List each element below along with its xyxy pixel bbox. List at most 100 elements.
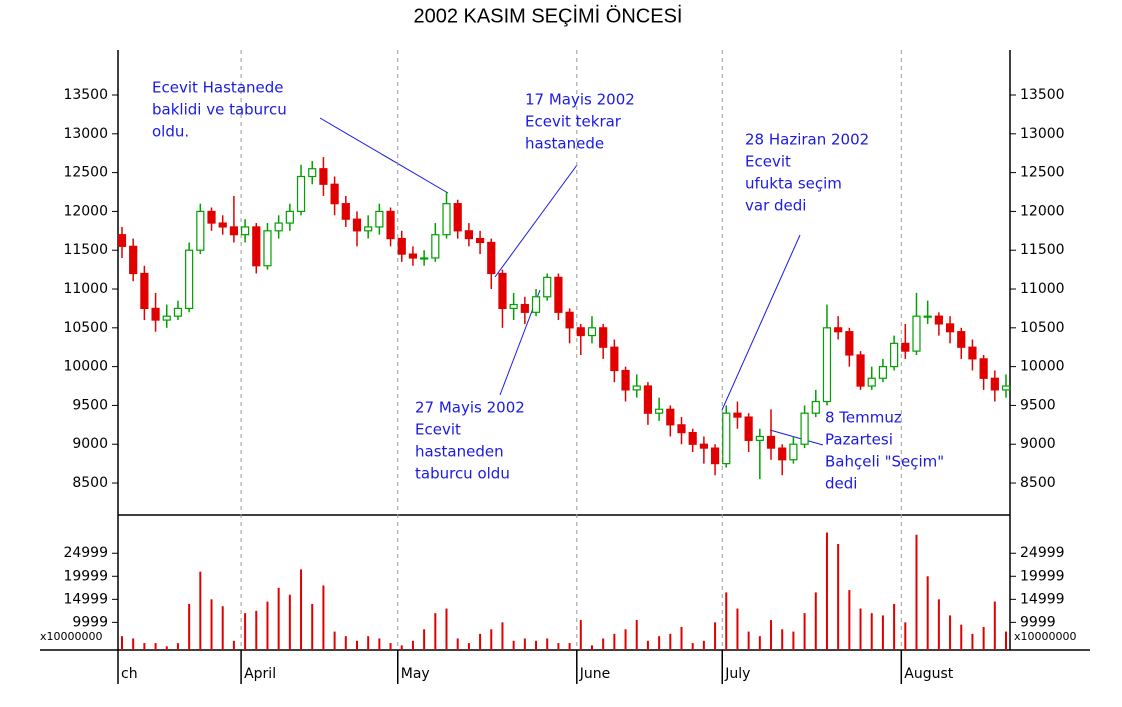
x-tick-label: April xyxy=(244,666,276,682)
candle-body xyxy=(240,226,250,236)
y2-tick-label-right: 19999 xyxy=(1020,568,1065,584)
chart-title: 2002 KASIM SEÇİMİ ÖNCESİ xyxy=(414,4,683,27)
y-tick-label: 9500 xyxy=(72,397,108,413)
y-tick-label: 13000 xyxy=(63,126,108,142)
candle-body xyxy=(867,377,876,387)
candle-body xyxy=(375,210,384,228)
candle-body xyxy=(666,408,675,426)
candle-body xyxy=(599,327,608,348)
x-tick-label: June xyxy=(579,666,611,682)
candle-body xyxy=(576,327,585,337)
candle-body xyxy=(778,447,787,461)
candle-body xyxy=(453,203,462,232)
y-tick-label-right: 13000 xyxy=(1020,126,1065,142)
candle-body xyxy=(319,168,328,185)
candle-body xyxy=(509,303,518,310)
annotation-text: var dedi xyxy=(745,197,806,215)
annotation-text: 17 Mayis 2002 xyxy=(525,91,635,109)
y-tick-label-right: 8500 xyxy=(1020,475,1056,491)
y2-tick-label: 14999 xyxy=(63,591,108,607)
candle-body xyxy=(173,307,183,317)
candle-body xyxy=(901,342,910,352)
candle-body xyxy=(834,327,843,333)
candle-body xyxy=(688,431,697,445)
annotation-text: oldu. xyxy=(152,123,189,141)
candle-body xyxy=(923,315,932,318)
candle-body xyxy=(151,307,160,321)
volume-unit-right: x10000000 xyxy=(1014,630,1077,643)
y-tick-label-right: 12500 xyxy=(1020,165,1065,181)
annotation-text: baklidi ve taburcu xyxy=(152,101,287,119)
y-tick-label-right: 9500 xyxy=(1020,397,1056,413)
y-tick-label: 11000 xyxy=(63,281,108,297)
candle-body xyxy=(912,315,921,352)
x-tick-label: August xyxy=(904,666,954,682)
candle-body xyxy=(722,412,731,465)
candle-body xyxy=(699,443,708,449)
candle-body xyxy=(554,276,563,313)
y2-tick-label: 9999 xyxy=(72,614,108,630)
annotation-text: Ecevit xyxy=(745,153,791,171)
candle-body xyxy=(710,447,720,465)
candle-body xyxy=(979,358,988,379)
candle-body xyxy=(397,237,406,255)
candle-body xyxy=(945,323,955,333)
annotation-pointers xyxy=(319,117,824,446)
candle-body xyxy=(274,222,283,232)
candle-body xyxy=(890,342,899,368)
candle-body xyxy=(766,435,776,449)
candle-body xyxy=(229,226,238,236)
candle-body xyxy=(822,327,832,403)
candle-body xyxy=(408,253,418,259)
candle-body xyxy=(117,234,127,247)
candle-body xyxy=(856,354,865,387)
candle-body xyxy=(934,315,943,325)
y-tick-label: 10500 xyxy=(63,320,108,336)
candle-body xyxy=(610,346,619,372)
volume-unit: x10000000 xyxy=(40,630,103,643)
candle-body xyxy=(1001,385,1011,391)
candle-body xyxy=(308,168,317,178)
candle-body xyxy=(207,210,216,224)
y-tick-label-right: 13500 xyxy=(1020,87,1065,103)
annotation-text: Ecevit tekrar xyxy=(525,113,622,131)
annotation-text: Bahçeli "Seçim" xyxy=(825,453,944,471)
y-tick-label-right: 9000 xyxy=(1020,436,1056,452)
candle-body xyxy=(386,210,395,240)
candle-body xyxy=(487,241,496,275)
candle-body xyxy=(129,245,138,275)
annotation-text: 27 Mayis 2002 xyxy=(415,399,525,417)
annotation-text: Ecevit xyxy=(415,421,461,439)
candle-body xyxy=(185,249,194,310)
candle-body xyxy=(218,222,227,228)
x-tick-label: ch xyxy=(121,666,138,682)
y2-tick-label-right: 14999 xyxy=(1020,591,1065,607)
y-tick-label: 8500 xyxy=(72,475,108,491)
candle-body xyxy=(464,230,473,240)
candle-body xyxy=(263,230,272,267)
candle-body xyxy=(755,435,764,441)
y2-tick-label: 19999 xyxy=(63,568,108,584)
annotation-text: hastanede xyxy=(525,135,604,153)
x-tick-label: May xyxy=(401,666,430,682)
candle-body xyxy=(475,237,485,244)
candle-body xyxy=(364,226,373,232)
y-tick-label-right: 10500 xyxy=(1020,320,1065,336)
candle-body xyxy=(733,412,742,418)
candle-body xyxy=(543,276,552,298)
candle-body xyxy=(789,443,798,461)
y2-tick-label: 24999 xyxy=(63,545,108,561)
annotation-text: taburcu oldu xyxy=(415,465,510,483)
candle-body xyxy=(632,385,641,391)
candle-body xyxy=(352,218,362,232)
candle-body xyxy=(498,272,507,310)
annotation-text: ufukta seçim xyxy=(745,175,842,193)
candle-body xyxy=(800,412,809,445)
candle-body xyxy=(285,210,294,224)
candle-body xyxy=(196,210,205,251)
y2-tick-label-right: 24999 xyxy=(1020,545,1065,561)
annotation-text: 28 Haziran 2002 xyxy=(745,131,869,149)
candle-body xyxy=(565,311,574,329)
annotation-text: hastaneden xyxy=(415,443,504,461)
